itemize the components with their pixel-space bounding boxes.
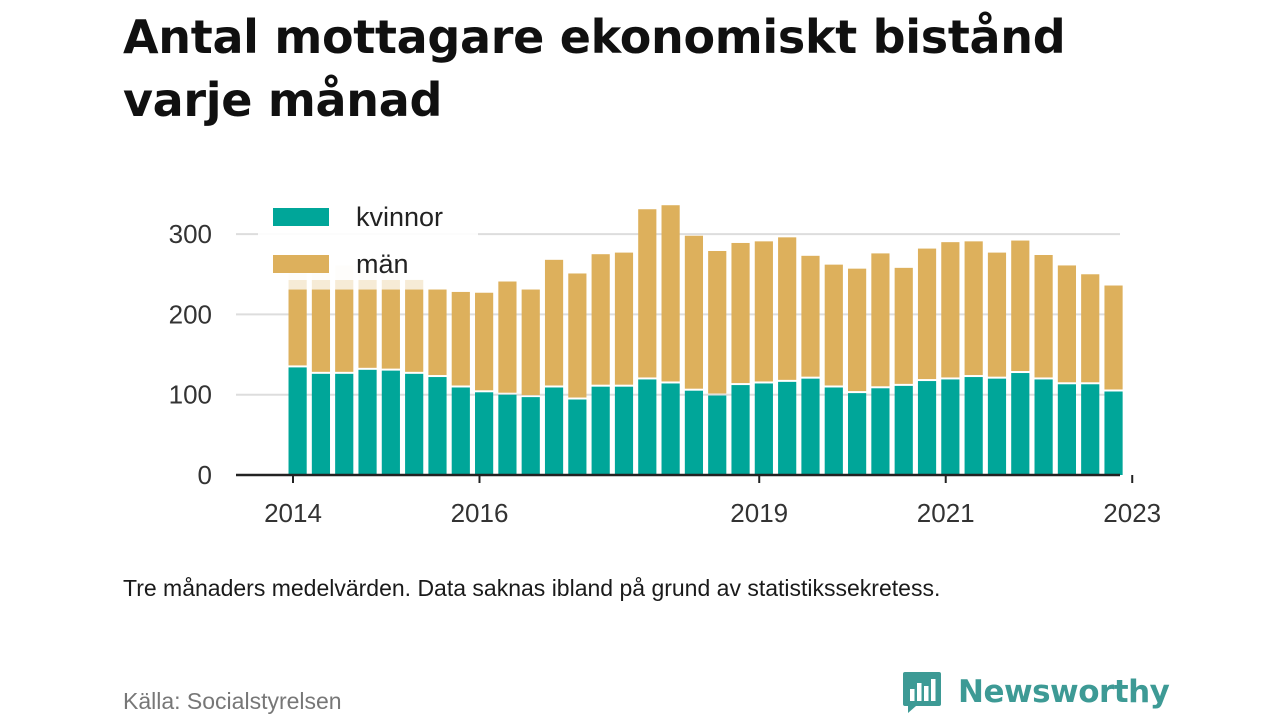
bar-man [871,253,890,387]
bar-kvinnor [1104,391,1123,475]
bar-kvinnor [917,381,937,475]
bar-man [428,289,447,376]
bar-man [987,252,1007,377]
bar-man [754,241,773,382]
legend: kvinnor män [258,198,478,280]
bar-kvinnor [405,373,424,475]
bar-kvinnor [1011,373,1030,475]
bar-man [568,273,587,398]
brand-name: Newsworthy [958,674,1170,710]
bar-man [1011,240,1030,372]
bar-kvinnor [288,367,307,475]
bar-kvinnor [964,377,983,475]
bar-man [405,289,424,372]
bar-kvinnor [1057,384,1077,475]
bar-man [614,252,634,385]
bar-man [848,268,867,392]
bar-man [288,289,307,366]
bar-man [824,264,843,386]
bar-kvinnor [428,377,447,475]
bar-man [335,289,354,372]
bar-kvinnor [871,388,890,475]
x-tick-label: 2023 [1103,498,1161,528]
bar-kvinnor [638,379,657,475]
bar-man [964,241,983,376]
source-credit: Källa: Socialstyrelsen [123,688,342,714]
y-tick-label: 200 [169,299,212,329]
bars [288,205,1123,475]
bar-man [941,242,960,378]
bar-man [1034,255,1053,378]
bar-man [661,205,680,382]
bar-kvinnor [311,373,331,475]
bar-man [894,267,913,384]
bar-kvinnor [801,378,820,475]
bar-kvinnor [708,395,727,475]
x-tick-label: 2019 [730,498,788,528]
x-tick-label: 2016 [451,498,509,528]
x-tick-label: 2014 [264,498,322,528]
bar-man [498,281,517,393]
bar-kvinnor [335,373,354,475]
legend-swatch-kvinnor [273,208,329,226]
bar-man [684,235,704,389]
y-tick-label: 100 [169,380,212,410]
stacked-bar-chart: 0 100 200 300 2014 2016 2019 2021 2023 kvinnor m… [168,198,1162,528]
bar-kvinnor [614,386,634,475]
y-tick-label: 0 [198,460,212,490]
bar-kvinnor [591,386,610,475]
bar-kvinnor [1034,379,1053,475]
chart-title-line-2: varje månad [123,73,443,127]
bar-kvinnor [1081,384,1100,475]
bar-kvinnor [451,387,470,475]
bar-kvinnor [381,370,400,475]
chart-footnote: Tre månaders medelvärden. Data saknas ib… [123,575,941,601]
newsworthy-brand[interactable]: Newsworthy [902,670,1170,714]
bar-man [544,259,564,386]
bar-kvinnor [498,394,517,475]
bar-man [708,250,727,394]
bar-kvinnor [754,383,773,475]
bar-kvinnor [475,392,494,475]
bar-kvinnor [987,378,1007,475]
chart-title: Antal mottagare ekonomiskt bistånd varje… [123,6,1223,132]
bar-kvinnor [941,379,960,475]
y-tick-label: 300 [169,219,212,249]
bar-kvinnor [544,387,564,475]
legend-swatch-man [273,255,329,273]
bar-man [475,292,494,391]
bar-man [778,237,797,380]
axes: 0 100 200 300 2014 2016 2019 2021 2023 [169,219,1162,528]
bar-man [801,255,820,377]
bar-man [591,254,610,385]
bar-kvinnor [778,381,797,475]
bar-man [1104,285,1123,390]
chart-title-line-1: Antal mottagare ekonomiskt bistånd [123,10,1066,64]
bar-man [1081,274,1100,383]
x-tick-label: 2021 [917,498,975,528]
bar-kvinnor [684,390,704,475]
bar-man [381,289,400,369]
bar-incomplete-total [405,279,424,290]
bar-kvinnor [824,387,843,475]
legend-label-man: män [356,249,409,279]
bar-man [311,289,331,372]
bar-kvinnor [568,399,587,475]
bar-man [358,289,377,368]
bar-kvinnor [358,369,377,475]
bar-man [521,289,540,396]
bar-man [731,242,750,384]
bar-chart-logo-icon [903,672,941,713]
legend-label-kvinnor: kvinnor [356,202,443,232]
bar-kvinnor [894,385,913,475]
bar-kvinnor [661,383,680,475]
bar-kvinnor [521,397,540,475]
bar-man [451,291,470,386]
bar-man [1057,265,1077,383]
bar-kvinnor [848,393,867,475]
bar-kvinnor [731,385,750,475]
bar-man [638,209,657,378]
bar-man [917,248,937,380]
